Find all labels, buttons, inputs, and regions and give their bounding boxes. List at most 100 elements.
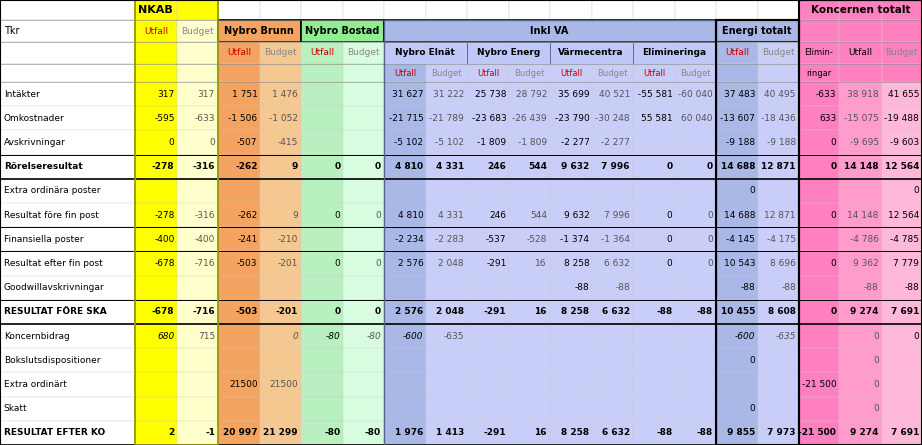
Bar [715,251,758,275]
Bar [758,130,798,154]
Text: Finansiella poster: Finansiella poster [4,235,83,244]
Bar [0,64,135,82]
Bar [632,179,675,203]
Text: 31 222: 31 222 [432,89,464,99]
Bar [798,275,839,300]
Text: 0: 0 [707,235,713,244]
Bar [343,130,384,154]
Bar [384,324,426,348]
Bar [715,130,758,154]
Text: 16: 16 [536,259,547,268]
Text: Inkl VA: Inkl VA [530,26,569,36]
Bar [467,0,509,20]
Bar [715,42,758,64]
Bar [301,372,343,396]
Bar [218,64,260,82]
Bar [426,20,467,42]
Bar [301,324,343,348]
Bar [301,20,343,42]
Bar [881,275,922,300]
Text: -5 102: -5 102 [435,138,464,147]
Bar [881,64,922,82]
Bar [0,372,135,396]
Bar [467,64,509,82]
Bar [0,42,135,64]
Text: 31 627: 31 627 [392,89,423,99]
Text: -88: -88 [781,283,796,292]
Text: -30 248: -30 248 [596,114,630,123]
Bar [632,106,675,130]
Text: 9 274: 9 274 [850,307,879,316]
Bar [135,251,177,275]
Bar [467,42,509,64]
Text: 0: 0 [831,259,836,268]
Bar [384,251,426,275]
Bar [675,64,715,82]
Text: 0: 0 [914,186,919,195]
Text: 60 040: 60 040 [681,114,713,123]
Text: -1: -1 [205,429,215,437]
Bar [426,82,467,106]
Bar [467,154,509,179]
Bar [426,179,467,203]
Bar [798,372,839,396]
Bar [675,396,715,421]
Text: 0: 0 [335,259,340,268]
Bar [343,20,384,42]
Bar [343,275,384,300]
Bar [177,106,218,130]
Bar [177,82,218,106]
Bar [550,0,592,445]
Bar [509,324,550,348]
Text: -528: -528 [526,235,547,244]
Bar [509,0,550,445]
Text: 0: 0 [667,259,672,268]
Text: 544: 544 [530,210,547,219]
Text: -316: -316 [195,210,215,219]
Bar [0,324,135,348]
Text: 0: 0 [209,138,215,147]
Bar [632,64,675,82]
Bar [384,42,426,64]
Bar [177,64,218,82]
Bar [675,179,715,203]
Bar [301,64,343,82]
Bar [384,227,426,251]
Bar [839,348,881,372]
Bar [135,300,177,324]
Text: 14 688: 14 688 [721,162,755,171]
Text: 1 976: 1 976 [396,429,423,437]
Text: -15 075: -15 075 [844,114,879,123]
Bar [301,275,343,300]
Bar [509,421,550,445]
Bar [509,227,550,251]
Text: 0: 0 [750,186,755,195]
Bar [0,0,135,445]
Bar [384,42,467,64]
Bar [550,130,592,154]
Bar [467,421,509,445]
Bar [839,421,881,445]
Text: Elimineringa: Elimineringa [642,49,706,57]
Bar [839,396,881,421]
Text: 12 871: 12 871 [762,162,796,171]
Bar [384,20,426,42]
Bar [301,0,343,20]
Bar [509,348,550,372]
Bar [758,154,798,179]
Bar [343,0,384,20]
Text: 0: 0 [375,259,381,268]
Bar [135,64,177,82]
Bar [550,372,592,396]
Bar [177,227,218,251]
Text: -291: -291 [484,429,506,437]
Bar [260,0,301,20]
Bar [881,0,922,20]
Bar [509,203,550,227]
Text: -88: -88 [615,283,630,292]
Text: Koncernen totalt: Koncernen totalt [810,5,910,15]
Text: 16: 16 [535,429,547,437]
Bar [550,275,592,300]
Bar [715,203,758,227]
Bar [301,154,343,179]
